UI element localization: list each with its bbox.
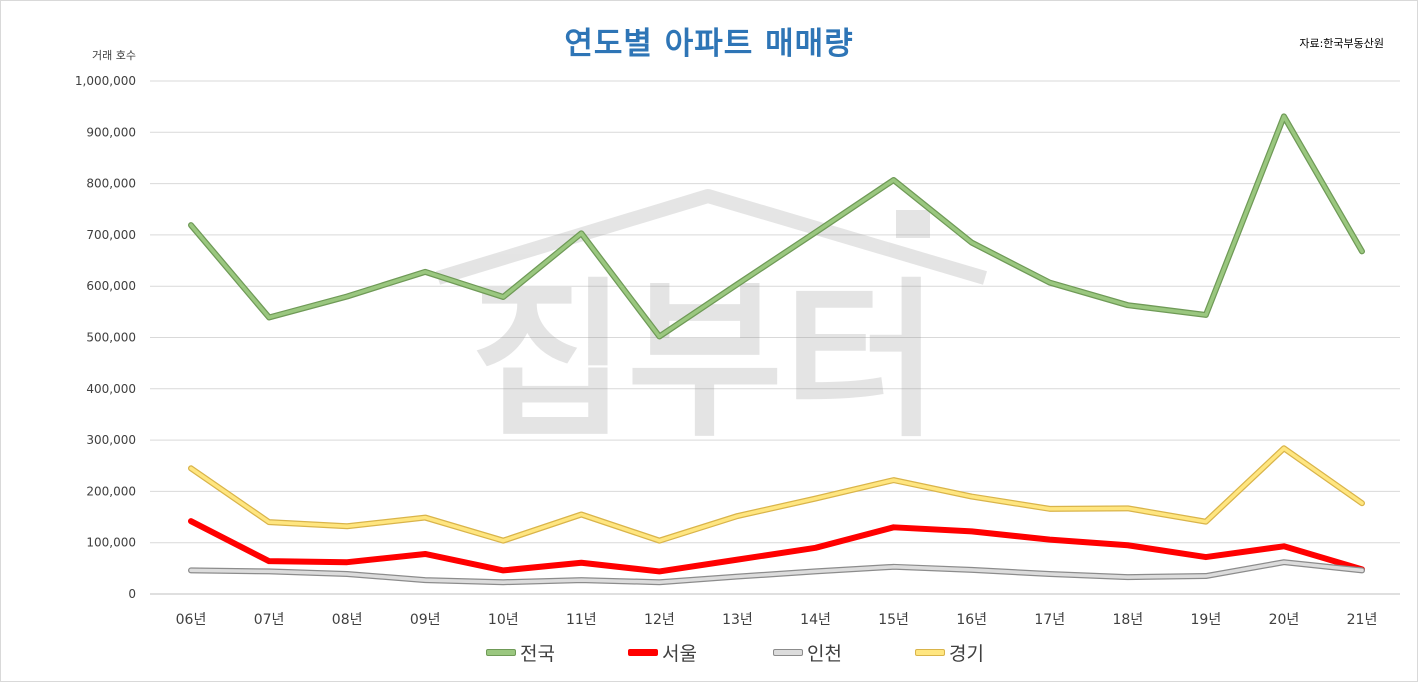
legend: 전국 서울 인천 경기 bbox=[0, 638, 1418, 666]
series-line bbox=[189, 519, 1364, 574]
legend-item-경기: 경기 bbox=[915, 638, 984, 666]
x-tick-label: 14년 bbox=[800, 612, 831, 628]
x-tick-label: 16년 bbox=[956, 612, 987, 628]
series-서울 bbox=[188, 518, 1365, 575]
x-tick-label: 17년 bbox=[1034, 612, 1065, 628]
legend-swatch bbox=[628, 648, 658, 656]
series-line-outline bbox=[188, 518, 1365, 575]
y-tick-label: 700,000 bbox=[86, 228, 136, 242]
x-tick-label: 21년 bbox=[1347, 612, 1378, 628]
watermark: 집부터 bbox=[435, 189, 987, 461]
series-line bbox=[189, 446, 1364, 543]
legend-item-서울: 서울 bbox=[628, 638, 697, 666]
series-인천 bbox=[188, 559, 1365, 586]
x-tick-label: 19년 bbox=[1191, 612, 1222, 628]
gridlines bbox=[150, 80, 1400, 595]
x-tick-label: 11년 bbox=[566, 612, 597, 628]
y-tick-label: 800,000 bbox=[86, 177, 136, 191]
watermark-text: 집부터 bbox=[470, 263, 939, 461]
series-전국 bbox=[188, 113, 1365, 340]
x-tick-label: 10년 bbox=[488, 612, 519, 628]
source-note: 자료:한국부동산원 bbox=[1299, 37, 1384, 50]
x-axis: 06년 07년 08년 09년 10년 11년 12년 13년 14년 15년 16년 17년 18년 1… bbox=[176, 612, 1378, 628]
y-tick-label: 400,000 bbox=[86, 382, 136, 396]
y-tick-label: 500,000 bbox=[86, 331, 136, 345]
y-axis-label: 거래 호수 bbox=[92, 49, 136, 62]
x-tick-label: 09년 bbox=[410, 612, 441, 628]
x-tick-label: 13년 bbox=[722, 612, 753, 628]
y-axis: 0 100,000 200,000 300,000 400,000 500,000 600,… bbox=[75, 74, 136, 601]
y-tick-label: 900,000 bbox=[86, 125, 136, 139]
series-line bbox=[189, 560, 1364, 584]
legend-label: 인천 bbox=[807, 642, 842, 665]
x-tick-label: 07년 bbox=[254, 612, 285, 628]
y-tick-label: 0 bbox=[128, 587, 136, 601]
legend-swatch bbox=[773, 648, 803, 656]
y-tick-label: 600,000 bbox=[86, 279, 136, 293]
series-line-outline bbox=[188, 445, 1365, 544]
chart-title: 연도별 아파트 매매량 bbox=[564, 26, 854, 62]
series-line bbox=[189, 114, 1364, 339]
y-tick-label: 200,000 bbox=[86, 484, 136, 498]
series-lines bbox=[188, 113, 1365, 586]
x-tick-label: 15년 bbox=[878, 612, 909, 628]
legend-label: 서울 bbox=[662, 642, 697, 665]
series-line-outline bbox=[188, 559, 1365, 586]
y-tick-label: 1,000,000 bbox=[75, 74, 136, 88]
legend-label: 경기 bbox=[949, 642, 984, 665]
x-tick-label: 18년 bbox=[1112, 612, 1143, 628]
legend-item-전국: 전국 bbox=[486, 638, 555, 666]
legend-swatch bbox=[486, 648, 516, 656]
series-경기 bbox=[188, 445, 1365, 544]
legend-label: 전국 bbox=[520, 642, 555, 665]
x-tick-label: 08년 bbox=[332, 612, 363, 628]
legend-item-인천: 인천 bbox=[773, 638, 842, 666]
x-tick-label: 20년 bbox=[1269, 612, 1300, 628]
y-tick-label: 100,000 bbox=[86, 536, 136, 550]
legend-swatch bbox=[915, 648, 945, 656]
y-tick-label: 300,000 bbox=[86, 433, 136, 447]
x-tick-label: 06년 bbox=[176, 612, 207, 628]
x-tick-label: 12년 bbox=[644, 612, 675, 628]
